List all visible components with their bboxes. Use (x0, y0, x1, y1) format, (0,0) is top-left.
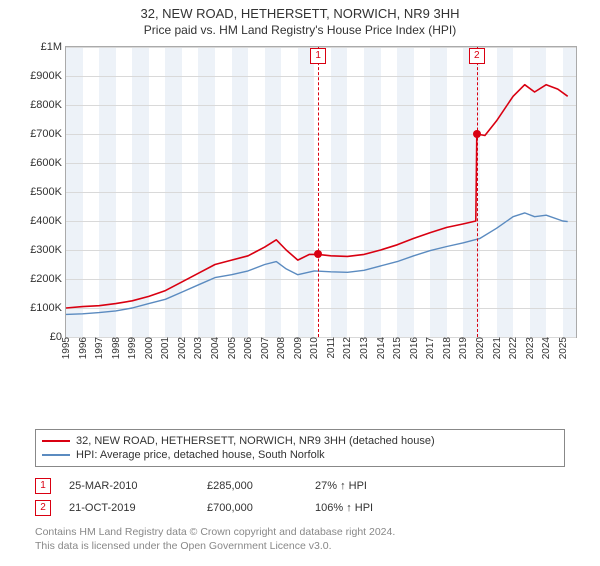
x-tick-label: 1998 (111, 337, 122, 363)
x-tick-label: 2011 (326, 337, 337, 363)
sale-marker-dot (314, 250, 322, 258)
x-tick-label: 1996 (78, 337, 89, 363)
x-tick-label: 2001 (160, 337, 171, 363)
sale-vline (477, 47, 478, 337)
grid-line (66, 221, 576, 222)
attribution-line: This data is licensed under the Open Gov… (35, 539, 565, 553)
y-tick-label: £400K (30, 215, 66, 227)
x-tick-label: 2023 (525, 337, 536, 363)
x-tick-label: 2003 (193, 337, 204, 363)
legend-item: 32, NEW ROAD, HETHERSETT, NORWICH, NR9 3… (42, 434, 558, 448)
sale-row-marker: 1 (35, 478, 51, 494)
x-tick-label: 2022 (508, 337, 519, 363)
x-tick-label: 2002 (177, 337, 188, 363)
x-tick-label: 2007 (260, 337, 271, 363)
grid-line (66, 279, 576, 280)
x-tick-label: 2017 (425, 337, 436, 363)
sale-row-marker: 2 (35, 500, 51, 516)
x-tick-label: 2009 (293, 337, 304, 363)
y-tick-label: £200K (30, 273, 66, 285)
x-tick-label: 2021 (492, 337, 503, 363)
x-tick-label: 1999 (127, 337, 138, 363)
sale-vline (318, 47, 319, 337)
sale-row: 1 25-MAR-2010 £285,000 27% ↑ HPI (35, 475, 565, 497)
x-tick-label: 2019 (458, 337, 469, 363)
attribution-line: Contains HM Land Registry data © Crown c… (35, 525, 565, 539)
x-tick-label: 2024 (541, 337, 552, 363)
sale-price: £700,000 (207, 502, 297, 514)
grid-line (66, 134, 576, 135)
y-tick-label: £1M (41, 41, 66, 53)
y-tick-label: £500K (30, 186, 66, 198)
chart-title: 32, NEW ROAD, HETHERSETT, NORWICH, NR9 3… (0, 6, 600, 21)
sale-date: 25-MAR-2010 (69, 480, 189, 492)
y-tick-label: £600K (30, 157, 66, 169)
legend-item: HPI: Average price, detached house, Sout… (42, 448, 558, 462)
x-tick-label: 2010 (309, 337, 320, 363)
legend-label: 32, NEW ROAD, HETHERSETT, NORWICH, NR9 3… (76, 435, 435, 447)
sale-marker-box: 1 (310, 48, 326, 64)
legend-swatch (42, 440, 70, 442)
x-tick-label: 1997 (94, 337, 105, 363)
y-tick-label: £700K (30, 128, 66, 140)
sale-delta: 106% ↑ HPI (315, 502, 395, 514)
attribution: Contains HM Land Registry data © Crown c… (35, 525, 565, 553)
x-tick-label: 2008 (276, 337, 287, 363)
x-tick-label: 2020 (475, 337, 486, 363)
legend-swatch (42, 454, 70, 456)
x-tick-label: 2013 (359, 337, 370, 363)
x-tick-label: 2012 (342, 337, 353, 363)
chart: £0£100K£200K£300K£400K£500K£600K£700K£80… (20, 41, 580, 381)
x-tick-label: 2016 (409, 337, 420, 363)
sale-price: £285,000 (207, 480, 297, 492)
x-tick-label: 2014 (376, 337, 387, 363)
grid-line (66, 192, 576, 193)
y-tick-label: £800K (30, 99, 66, 111)
grid-line (66, 308, 576, 309)
sale-marker-dot (473, 130, 481, 138)
x-tick-label: 2025 (558, 337, 569, 363)
y-tick-label: £300K (30, 244, 66, 256)
sale-date: 21-OCT-2019 (69, 502, 189, 514)
x-tick-label: 2015 (392, 337, 403, 363)
y-tick-label: £900K (30, 70, 66, 82)
x-tick-label: 2018 (442, 337, 453, 363)
sale-marker-box: 2 (469, 48, 485, 64)
legend: 32, NEW ROAD, HETHERSETT, NORWICH, NR9 3… (35, 429, 565, 467)
plot-area: £0£100K£200K£300K£400K£500K£600K£700K£80… (65, 46, 577, 338)
x-tick-label: 2006 (243, 337, 254, 363)
sales-table: 1 25-MAR-2010 £285,000 27% ↑ HPI 2 21-OCT-201… (35, 475, 565, 519)
x-tick-label: 2005 (227, 337, 238, 363)
y-tick-label: £100K (30, 302, 66, 314)
grid-line (66, 105, 576, 106)
grid-line (66, 76, 576, 77)
sale-row: 2 21-OCT-2019 £700,000 106% ↑ HPI (35, 497, 565, 519)
x-tick-label: 2004 (210, 337, 221, 363)
x-tick-label: 2000 (144, 337, 155, 363)
grid-line (66, 163, 576, 164)
x-tick-label: 1995 (61, 337, 72, 363)
legend-label: HPI: Average price, detached house, Sout… (76, 449, 325, 461)
chart-subtitle: Price paid vs. HM Land Registry's House … (0, 23, 600, 37)
sale-delta: 27% ↑ HPI (315, 480, 395, 492)
